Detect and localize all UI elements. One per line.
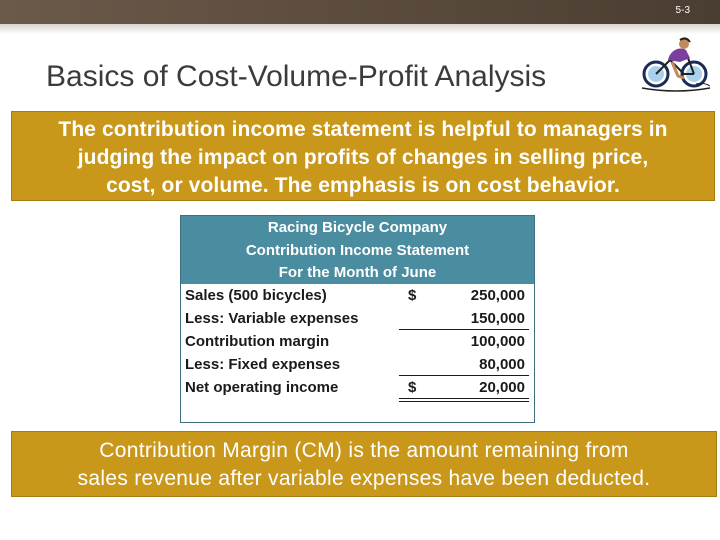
row-amount: 250,000 [470,287,525,304]
table-row: Less: Variable expenses 150,000 [181,307,534,330]
total-rule-top [399,398,529,399]
statement-rows: Sales (500 bicycles) $ 250,000 Less: Var… [181,284,534,402]
callout-contribution-statement: The contribution income statement is hel… [11,111,715,201]
callout-top-line: The contribution income statement is hel… [58,118,668,141]
slide-number: 5-3 [675,5,690,16]
callout-contribution-margin: Contribution Margin (CM) is the amount r… [11,431,717,497]
row-amount: 150,000 [470,310,525,327]
table-row: Sales (500 bicycles) $ 250,000 [181,284,534,307]
callout-bottom-line: Contribution Margin (CM) is the amount r… [99,439,629,462]
slide-title: Basics of Cost-Volume-Profit Analysis [46,60,547,93]
row-amount: 20,000 [479,379,525,396]
callout-top-line: cost, or volume. The emphasis is on cost… [106,174,620,197]
row-amount: 100,000 [470,333,525,350]
callout-bottom-line: sales revenue after variable expenses ha… [77,467,651,490]
slide-top-bar: 5-3 [0,0,720,24]
row-label: Less: Variable expenses [185,310,359,327]
callout-top-line: judging the impact on profits of changes… [77,146,649,169]
table-row: Contribution margin 100,000 [181,330,534,353]
row-label: Contribution margin [185,333,330,350]
statement-header: Racing Bicycle Company Contribution Inco… [181,216,534,284]
table-row: Less: Fixed expenses 80,000 [181,353,534,376]
table-row: Net operating income $ 20,000 [181,376,534,399]
cyclist-clipart-icon [641,37,711,92]
row-label: Less: Fixed expenses [185,356,341,373]
income-statement-table: Racing Bicycle Company Contribution Inco… [180,215,535,423]
statement-company: Racing Bicycle Company [267,219,448,236]
statement-period: For the Month of June [278,264,437,281]
subtotal-rule [399,375,529,376]
row-label: Sales (500 bicycles) [185,287,327,304]
statement-name: Contribution Income Statement [245,241,470,259]
total-rule-bottom [399,401,529,402]
row-amount: 80,000 [479,356,525,373]
row-dollar-sign: $ [408,379,417,396]
subtotal-rule [399,329,529,330]
slide-top-accent [0,24,720,34]
row-dollar-sign: $ [408,287,417,304]
row-label: Net operating income [185,379,339,396]
